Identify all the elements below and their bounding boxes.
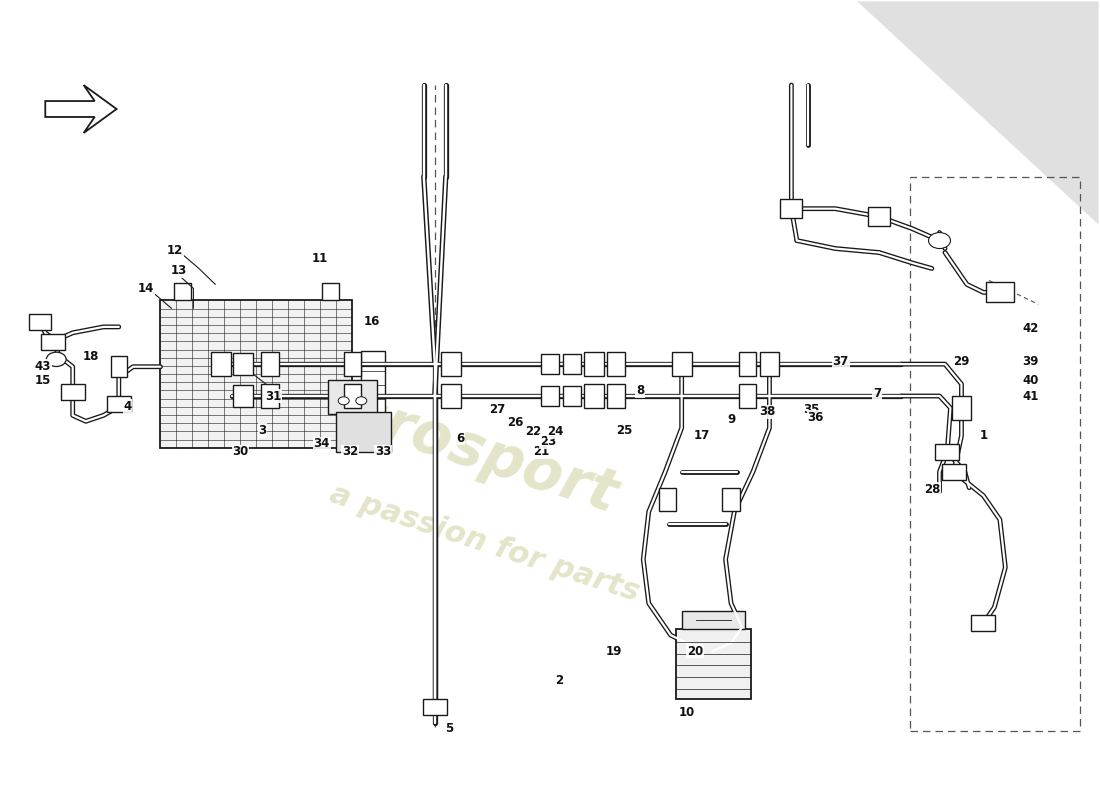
Bar xyxy=(739,384,757,408)
Text: 2: 2 xyxy=(554,674,563,687)
Text: 23: 23 xyxy=(540,435,556,448)
Text: 38: 38 xyxy=(759,406,775,418)
Bar xyxy=(739,352,757,376)
Text: 22: 22 xyxy=(526,426,541,438)
Text: 29: 29 xyxy=(954,355,969,368)
Text: 27: 27 xyxy=(490,403,506,416)
Text: 19: 19 xyxy=(605,645,621,658)
Text: 10: 10 xyxy=(679,706,695,719)
Text: 8: 8 xyxy=(636,384,645,397)
Bar xyxy=(952,396,971,420)
Text: 31: 31 xyxy=(265,390,282,402)
Text: 43: 43 xyxy=(35,360,52,373)
Text: 36: 36 xyxy=(807,411,824,424)
Text: eurosport: eurosport xyxy=(299,370,625,525)
Bar xyxy=(563,386,581,406)
Text: 30: 30 xyxy=(232,446,249,458)
Bar xyxy=(422,699,447,715)
Text: 16: 16 xyxy=(364,315,381,328)
Bar xyxy=(211,352,231,376)
Text: 35: 35 xyxy=(803,403,820,416)
Text: 42: 42 xyxy=(1022,322,1038,334)
Bar xyxy=(60,384,85,400)
Text: 37: 37 xyxy=(833,355,849,368)
Text: 3: 3 xyxy=(258,424,266,437)
Text: 24: 24 xyxy=(548,426,563,438)
Bar xyxy=(541,354,559,374)
Text: 13: 13 xyxy=(170,264,187,278)
Text: a passion for parts: a passion for parts xyxy=(326,480,642,607)
Bar xyxy=(441,384,461,408)
Bar xyxy=(971,615,996,631)
Bar xyxy=(682,611,746,629)
Text: 21: 21 xyxy=(534,446,549,458)
Text: 11: 11 xyxy=(311,251,328,265)
Bar xyxy=(935,444,959,460)
Bar xyxy=(584,384,604,408)
Bar xyxy=(672,352,692,376)
Circle shape xyxy=(928,233,950,249)
Text: 1: 1 xyxy=(979,430,988,442)
Bar xyxy=(336,412,390,452)
Text: 6: 6 xyxy=(455,432,464,445)
Bar xyxy=(563,354,581,374)
Polygon shape xyxy=(45,85,117,133)
Bar xyxy=(541,386,559,406)
Bar xyxy=(262,384,279,408)
Bar xyxy=(607,384,625,408)
Text: 4: 4 xyxy=(123,400,132,413)
Bar xyxy=(760,352,779,376)
Circle shape xyxy=(355,397,366,405)
Text: 17: 17 xyxy=(693,430,710,442)
Polygon shape xyxy=(857,2,1099,225)
Bar xyxy=(780,199,802,218)
Text: 9: 9 xyxy=(727,414,735,426)
Text: 26: 26 xyxy=(507,416,524,429)
Text: 20: 20 xyxy=(686,645,703,658)
Bar xyxy=(343,384,361,408)
Bar xyxy=(41,334,65,350)
Text: 39: 39 xyxy=(1022,355,1038,368)
Bar xyxy=(233,353,253,375)
Bar xyxy=(942,464,966,480)
Bar xyxy=(329,380,376,414)
Bar xyxy=(910,177,1080,731)
Bar xyxy=(723,489,740,511)
Bar xyxy=(262,352,279,376)
Bar xyxy=(441,352,461,376)
Circle shape xyxy=(46,352,66,366)
Text: 12: 12 xyxy=(166,244,183,257)
Bar xyxy=(343,352,361,376)
Text: 7: 7 xyxy=(873,387,881,400)
Text: 15: 15 xyxy=(35,374,52,386)
Text: 41: 41 xyxy=(1022,390,1038,402)
Bar xyxy=(607,352,625,376)
Bar xyxy=(174,283,191,300)
Text: 18: 18 xyxy=(84,350,99,362)
Bar xyxy=(584,352,604,376)
Text: 28: 28 xyxy=(924,482,940,496)
Bar xyxy=(676,629,751,699)
Bar xyxy=(233,385,253,407)
Text: 40: 40 xyxy=(1022,374,1038,386)
Bar xyxy=(868,207,890,226)
Circle shape xyxy=(338,397,349,405)
Text: 32: 32 xyxy=(342,446,359,458)
Text: 25: 25 xyxy=(616,424,632,437)
Bar xyxy=(107,396,131,411)
Bar xyxy=(29,314,51,330)
Text: 14: 14 xyxy=(138,282,154,295)
Bar xyxy=(361,350,385,432)
Bar xyxy=(111,356,126,377)
Bar xyxy=(986,282,1013,302)
Text: 34: 34 xyxy=(314,438,330,450)
Text: 33: 33 xyxy=(375,446,392,458)
Text: 5: 5 xyxy=(444,722,453,735)
Bar xyxy=(659,489,676,511)
Bar xyxy=(161,300,352,448)
Bar xyxy=(322,283,339,300)
